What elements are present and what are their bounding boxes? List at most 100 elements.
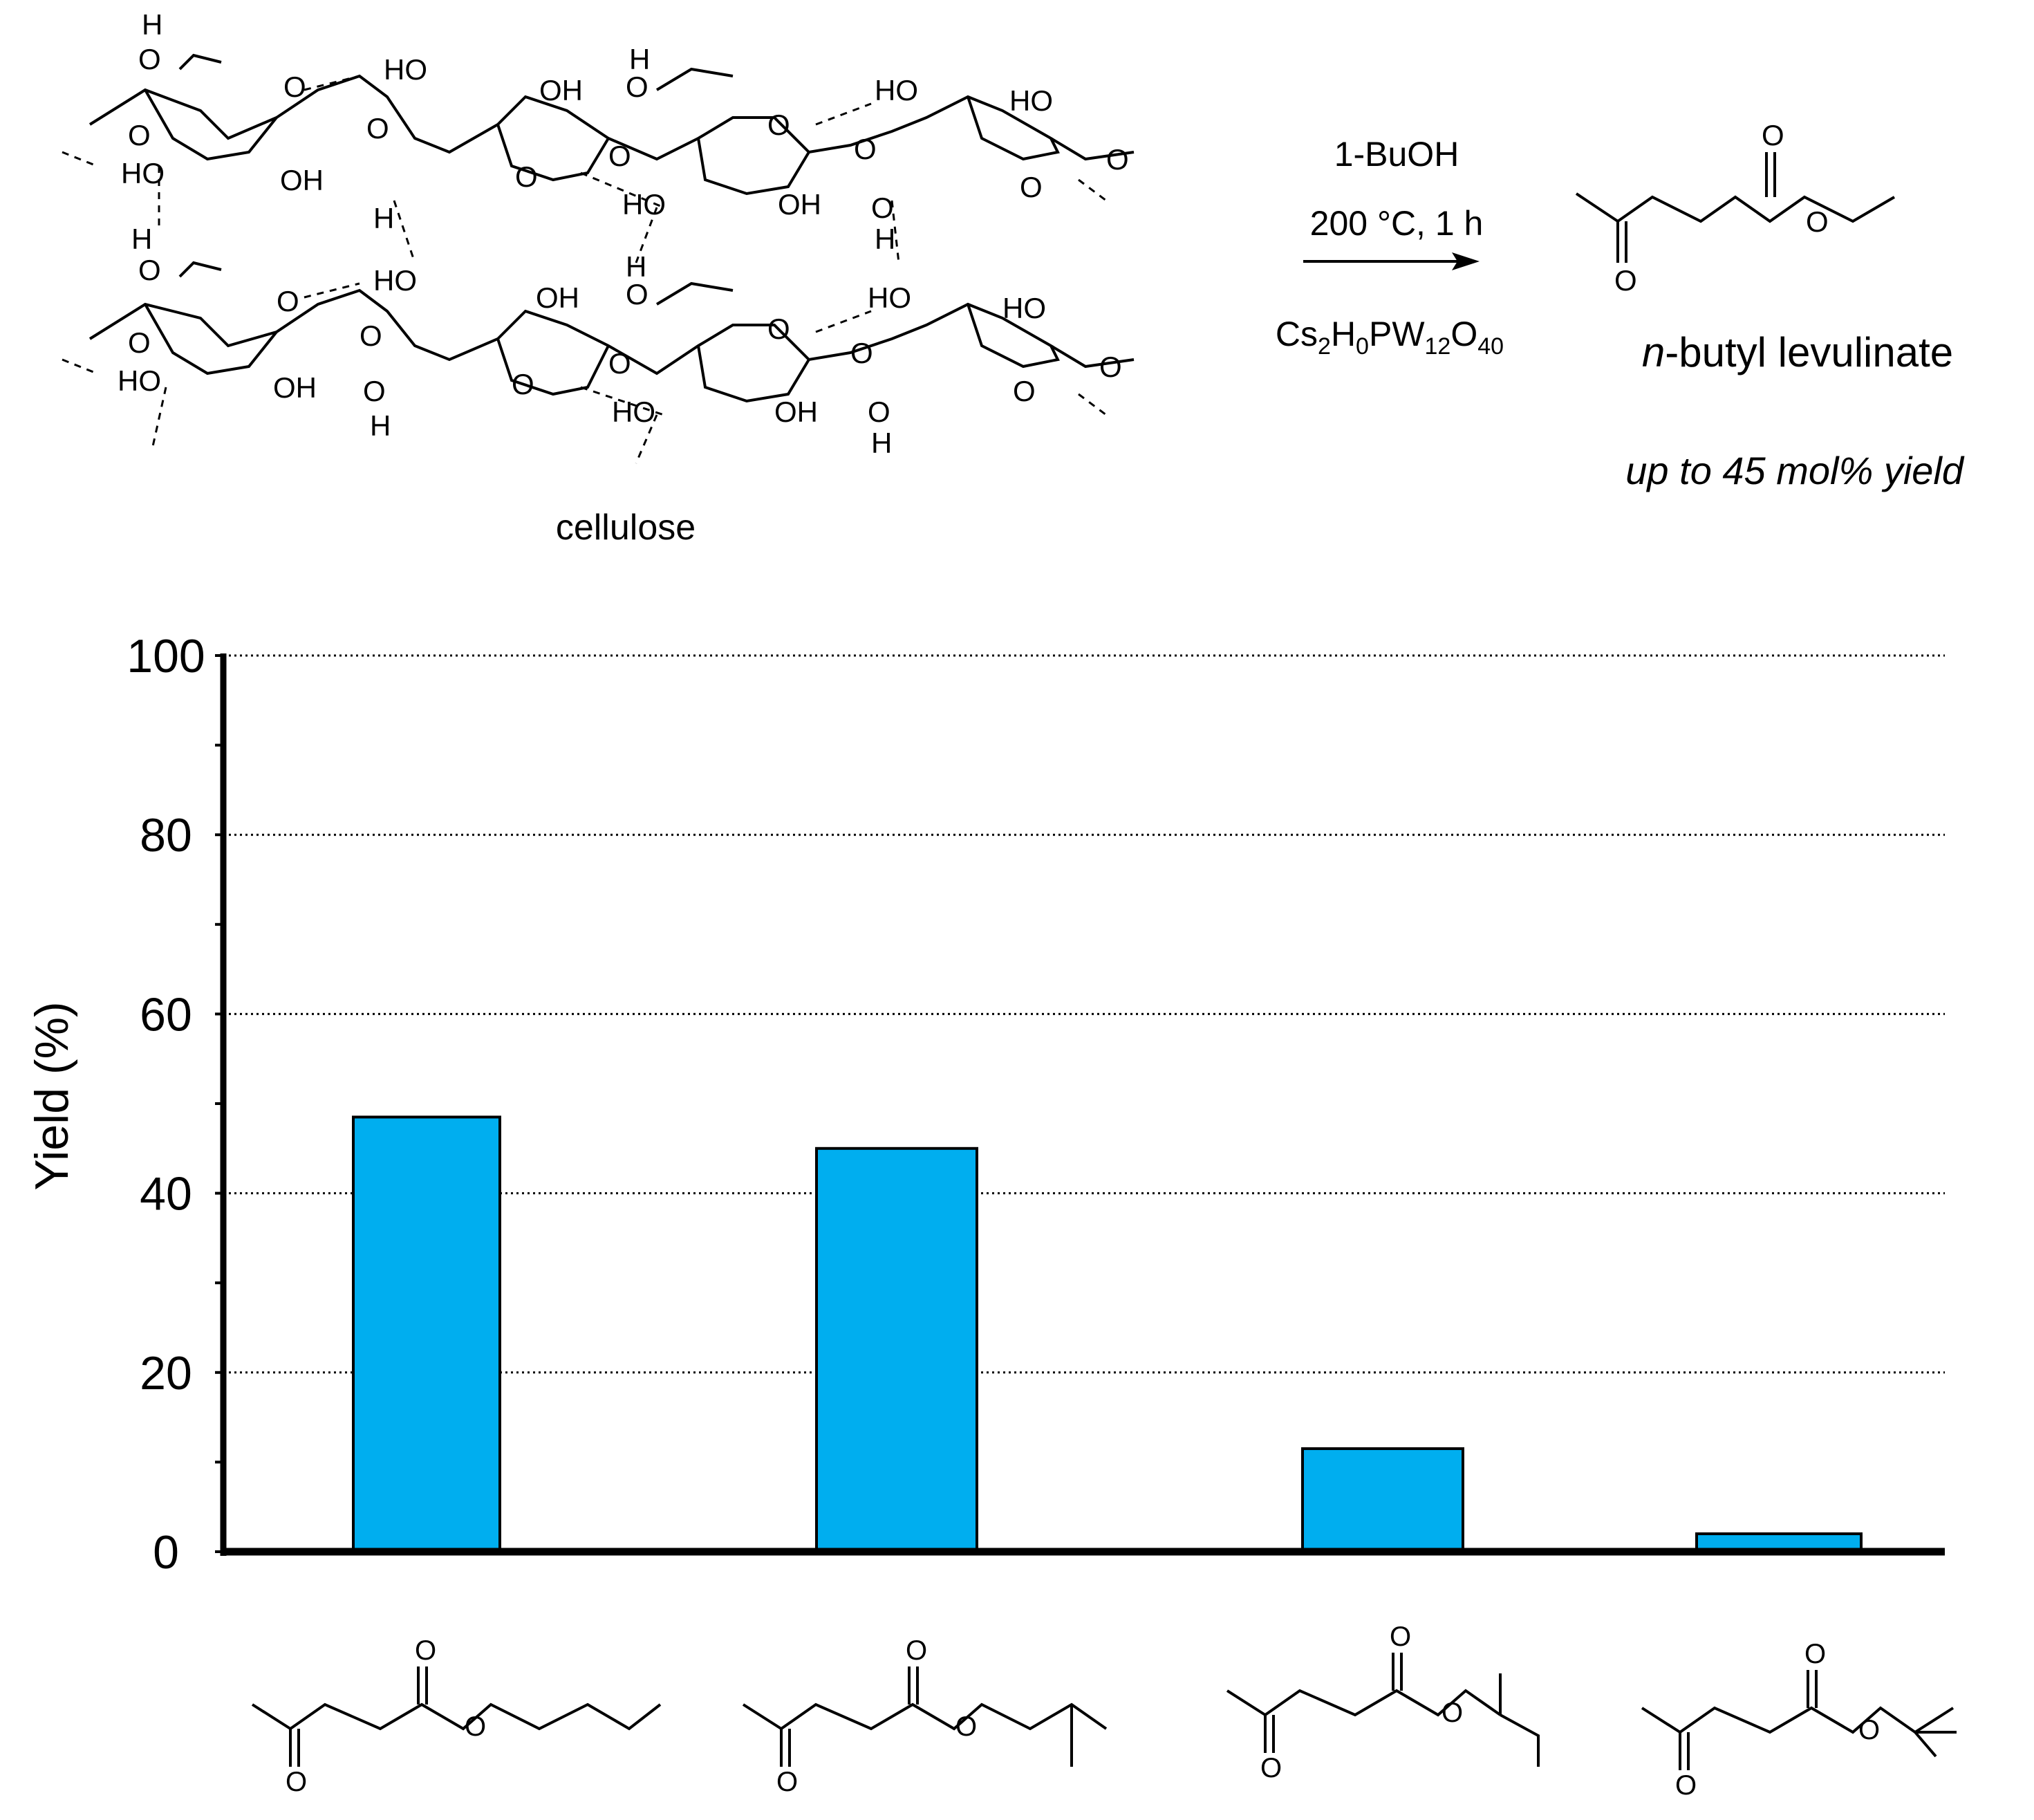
catalyst-label: Cs2H0PW12O40 (1276, 315, 1504, 360)
y-tick-label: 0 (153, 1526, 179, 1579)
y-ticks (215, 654, 223, 1553)
x-label-sec-butyl-levulinate: O O O (1226, 1622, 1540, 1783)
svg-text:HO: HO (622, 188, 666, 221)
svg-text:O: O (1441, 1698, 1463, 1728)
svg-text:O: O (366, 112, 389, 145)
conditions-label: 200 °C, 1 h (1310, 204, 1484, 243)
svg-text:O: O (1675, 1770, 1697, 1801)
svg-text:H: H (131, 223, 152, 255)
svg-text:HO: HO (1009, 84, 1053, 117)
svg-text:O: O (626, 71, 649, 103)
svg-text:H: H (373, 202, 394, 234)
svg-text:H: H (370, 409, 391, 442)
svg-text:O: O (1106, 143, 1129, 176)
bar-3 (1301, 1447, 1464, 1553)
svg-text:O: O (1390, 1622, 1411, 1652)
svg-text:O: O (465, 1711, 486, 1742)
svg-text:OH: OH (774, 396, 818, 428)
yield-note: up to 45 mol% yield (1625, 449, 1965, 492)
catalyst-sub-40: 40 (1477, 333, 1504, 360)
svg-text:O: O (871, 192, 894, 224)
svg-text:O: O (767, 109, 790, 141)
svg-text:O: O (515, 160, 538, 193)
svg-text:O: O (850, 337, 873, 369)
svg-text:O: O (138, 43, 161, 75)
bar-1 (352, 1115, 501, 1553)
reaction-arrow (1303, 252, 1480, 270)
y-tick-label: 20 (140, 1347, 192, 1400)
product-structure (1575, 152, 1896, 263)
x-label-n-butyl-levulinate: O O O (251, 1635, 662, 1797)
svg-text:H: H (626, 250, 646, 283)
svg-text:O: O (1099, 351, 1122, 383)
svg-text:HO: HO (875, 74, 918, 106)
bar-2 (815, 1146, 978, 1554)
svg-text:O: O (128, 326, 151, 359)
svg-text:HO: HO (1002, 292, 1046, 324)
catalyst-sub-2: 2 (1318, 333, 1331, 360)
svg-text:OH: OH (536, 281, 579, 314)
svg-text:O: O (128, 119, 151, 151)
svg-text:HO: HO (118, 364, 161, 397)
svg-text:H: H (142, 8, 162, 41)
svg-text:OH: OH (778, 188, 821, 221)
svg-text:O: O (1020, 171, 1043, 203)
svg-text:H: H (875, 223, 895, 255)
svg-text:O: O (1614, 264, 1637, 297)
svg-text:OH: OH (539, 74, 583, 106)
svg-text:HO: HO (121, 157, 165, 189)
svg-text:O: O (286, 1767, 307, 1797)
svg-text:O: O (1762, 119, 1784, 151)
catalyst-part-h: H (1331, 315, 1356, 353)
svg-text:HO: HO (384, 53, 427, 86)
y-tick-label: 100 (127, 630, 205, 682)
svg-text:O: O (415, 1635, 436, 1666)
svg-text:O: O (1804, 1639, 1826, 1669)
svg-text:O: O (1806, 205, 1829, 238)
cellulose-label: cellulose (556, 508, 696, 548)
svg-text:O: O (776, 1767, 798, 1797)
svg-text:HO: HO (868, 281, 911, 314)
svg-text:O: O (868, 396, 890, 428)
product-name-suffix: -butyl levulinate (1665, 329, 1953, 375)
svg-text:O: O (512, 368, 534, 400)
y-tick-labels: 0 20 40 60 80 100 (127, 630, 205, 1579)
x-label-tert-butyl-levulinate: O O O (1641, 1639, 1957, 1801)
reagent-label: 1-BuOH (1334, 135, 1459, 174)
svg-text:O: O (608, 347, 631, 380)
y-tick-label: 60 (140, 988, 192, 1041)
svg-text:O: O (277, 285, 299, 317)
catalyst-part-o: O (1450, 315, 1477, 353)
gridlines (223, 654, 1945, 1374)
y-axis-label: Yield (%) (26, 1001, 78, 1190)
svg-text:H: H (629, 43, 650, 75)
svg-text:O: O (138, 254, 161, 286)
y-tick-label: 80 (140, 809, 192, 862)
svg-text:H: H (871, 427, 892, 459)
bars (352, 1115, 1863, 1554)
product-atom-labels: O O O (1614, 119, 1829, 297)
svg-text:OH: OH (280, 164, 324, 196)
y-tick-label: 40 (140, 1168, 192, 1220)
chart: 0 20 40 60 80 100 Yield (%) (26, 630, 1945, 1579)
catalyst-part-cs: Cs (1276, 315, 1318, 353)
svg-text:O: O (767, 313, 790, 345)
catalyst-part-pw: PW (1369, 315, 1425, 353)
svg-text:HO: HO (612, 396, 655, 428)
svg-text:O: O (360, 319, 382, 352)
product-name-prefix: n (1642, 329, 1665, 375)
catalyst-sub-12: 12 (1425, 333, 1451, 360)
svg-text:O: O (1858, 1715, 1880, 1745)
x-label-isobutyl-levulinate: O O O (742, 1635, 1108, 1797)
svg-text:O: O (283, 71, 306, 103)
product-name: n-butyl levulinate (1642, 329, 1953, 375)
svg-text:O: O (1260, 1753, 1282, 1783)
svg-text:O: O (626, 278, 649, 310)
svg-text:HO: HO (373, 264, 417, 297)
svg-text:OH: OH (273, 371, 317, 404)
svg-text:O: O (1013, 375, 1036, 407)
svg-text:O: O (608, 140, 631, 172)
catalyst-sub-0: 0 (1356, 333, 1369, 360)
